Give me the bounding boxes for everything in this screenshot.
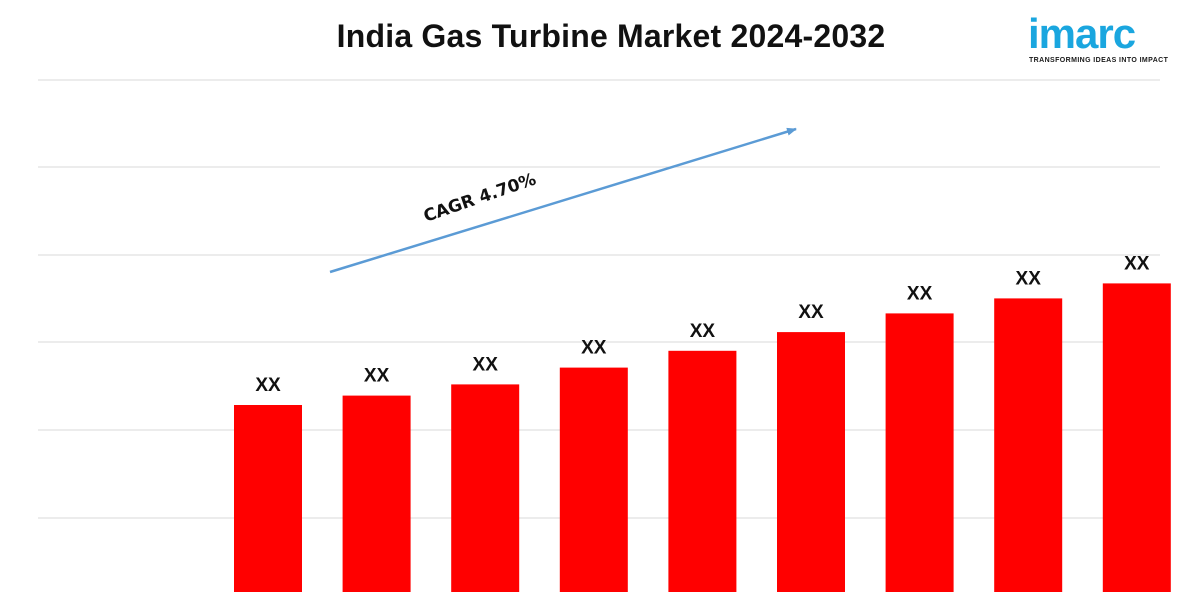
bar-2024	[234, 405, 302, 592]
bar-data-label: XX	[581, 338, 607, 359]
bar-2029	[777, 332, 845, 592]
bar-labels-group: XX XX XX XX XX XX XX XX XX	[255, 253, 1149, 396]
logo-wordmark: imarc	[1028, 10, 1136, 57]
bar-data-label: XX	[1016, 268, 1042, 289]
bar-2025	[342, 395, 411, 592]
bar-data-label: XX	[364, 366, 390, 387]
bar-data-label: XX	[1124, 253, 1150, 274]
bar-data-label: XX	[473, 354, 499, 375]
bar-2028	[668, 350, 737, 592]
bar-data-label: XX	[798, 302, 824, 323]
bars-group	[234, 283, 1171, 592]
chart-title: India Gas Turbine Market 2024-2032	[336, 18, 886, 54]
bar-2027	[559, 367, 628, 592]
bar-data-label: XX	[690, 321, 716, 342]
cagr-label: CAGR 4.70%	[421, 170, 539, 227]
cagr-annotation: CAGR 4.70%	[329, 127, 797, 274]
bar-data-label: XX	[907, 283, 933, 304]
imarc-logo: imarc TRANSFORMING IDEAS INTO IMPACT	[1022, 8, 1168, 70]
bar-2032	[1102, 283, 1171, 592]
cagr-arrow	[329, 127, 797, 274]
bar-2026	[451, 384, 520, 592]
logo-tagline: TRANSFORMING IDEAS INTO IMPACT	[1029, 57, 1169, 64]
bar-2030	[885, 313, 954, 592]
bar-2031	[994, 298, 1063, 592]
bar-data-label: XX	[255, 375, 281, 396]
